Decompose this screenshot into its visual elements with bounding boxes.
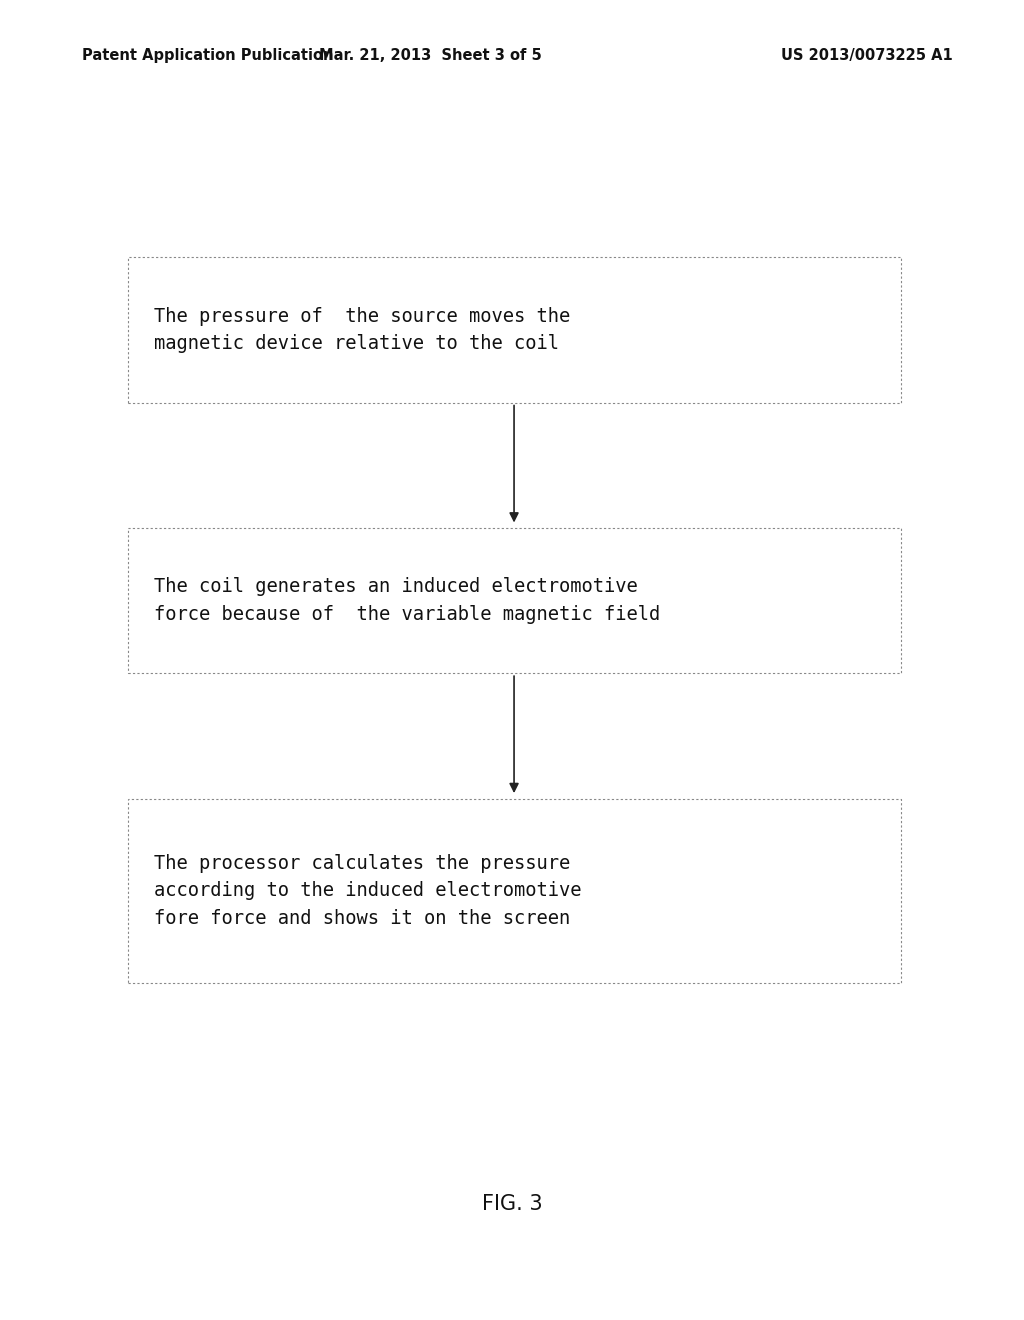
Bar (128, 257, 901, 403)
Text: Mar. 21, 2013  Sheet 3 of 5: Mar. 21, 2013 Sheet 3 of 5 (318, 48, 542, 63)
Text: Patent Application Publication: Patent Application Publication (82, 48, 334, 63)
Text: FIG. 3: FIG. 3 (481, 1193, 543, 1214)
Text: The processor calculates the pressure
according to the induced electromotive
for: The processor calculates the pressure ac… (154, 854, 581, 928)
Text: The pressure of  the source moves the
magnetic device relative to the coil: The pressure of the source moves the mag… (154, 306, 569, 354)
Bar (128, 799, 901, 983)
Text: US 2013/0073225 A1: US 2013/0073225 A1 (780, 48, 952, 63)
Bar (128, 528, 901, 673)
Text: The coil generates an induced electromotive
force because of  the variable magne: The coil generates an induced electromot… (154, 577, 659, 624)
